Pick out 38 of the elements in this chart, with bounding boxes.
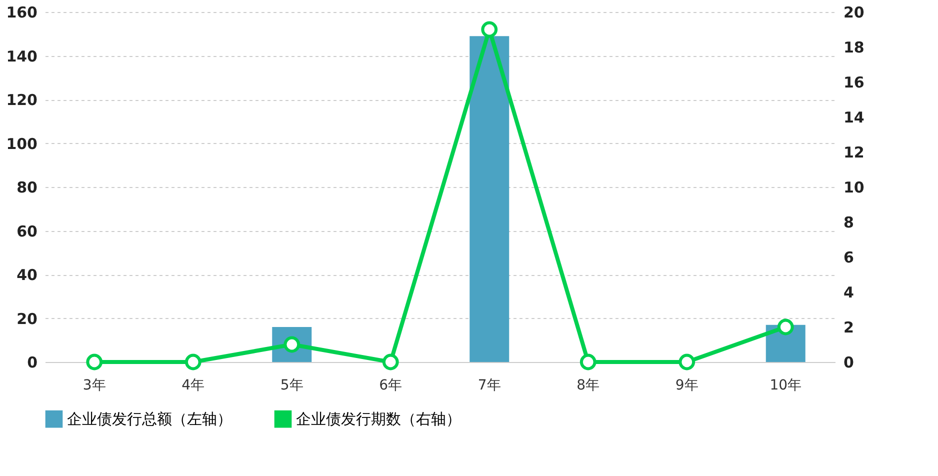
y-tick-label: 140 — [6, 47, 38, 66]
point — [184, 354, 202, 370]
y2-tick-label: 2 — [844, 318, 854, 336]
y2-tick-label: 8 — [844, 214, 854, 232]
x-tick-label: 3年 — [82, 378, 106, 394]
point — [382, 354, 399, 370]
point — [678, 354, 696, 370]
y-tick-label: 80 — [16, 178, 38, 196]
y2-tick-label: 20 — [844, 4, 864, 22]
y-tick-label: 60 — [16, 222, 38, 240]
y-tick-label: 120 — [6, 91, 38, 109]
x-tick-label: 8年 — [576, 378, 600, 394]
bar — [470, 36, 510, 362]
x-tick-label: 6年 — [379, 378, 402, 394]
legend-label: 企业债发行总额（左轴） — [67, 410, 232, 428]
y2-tick-label: 16 — [844, 74, 864, 92]
y-tick-label: 160 — [6, 4, 38, 22]
y-tick-label: 0 — [27, 354, 38, 372]
y2-tick-label: 10 — [844, 178, 864, 196]
y-tick-label: 100 — [6, 134, 38, 153]
point — [86, 354, 103, 370]
x-tick-label: 5年 — [280, 378, 304, 394]
y2-tick-label: 6 — [844, 248, 854, 266]
y2-tick-label: 12 — [844, 144, 864, 162]
y2-tick-label: 0 — [844, 354, 854, 372]
point — [777, 318, 794, 336]
x-tick-label: 7年 — [478, 378, 501, 394]
y2-tick-label: 4 — [844, 284, 854, 302]
x-tick-label: 10年 — [770, 378, 802, 394]
y-tick-label: 40 — [16, 266, 38, 284]
x-tick-label: 4年 — [182, 378, 205, 394]
y2-tick-label: 14 — [844, 108, 864, 126]
x-tick-label: 9年 — [675, 378, 698, 394]
legend-label: 企业债发行期数（右轴） — [296, 410, 461, 428]
y2-tick-label: 18 — [844, 38, 864, 56]
point — [580, 354, 596, 370]
point — [481, 21, 498, 38]
y-tick-label: 20 — [16, 310, 38, 328]
